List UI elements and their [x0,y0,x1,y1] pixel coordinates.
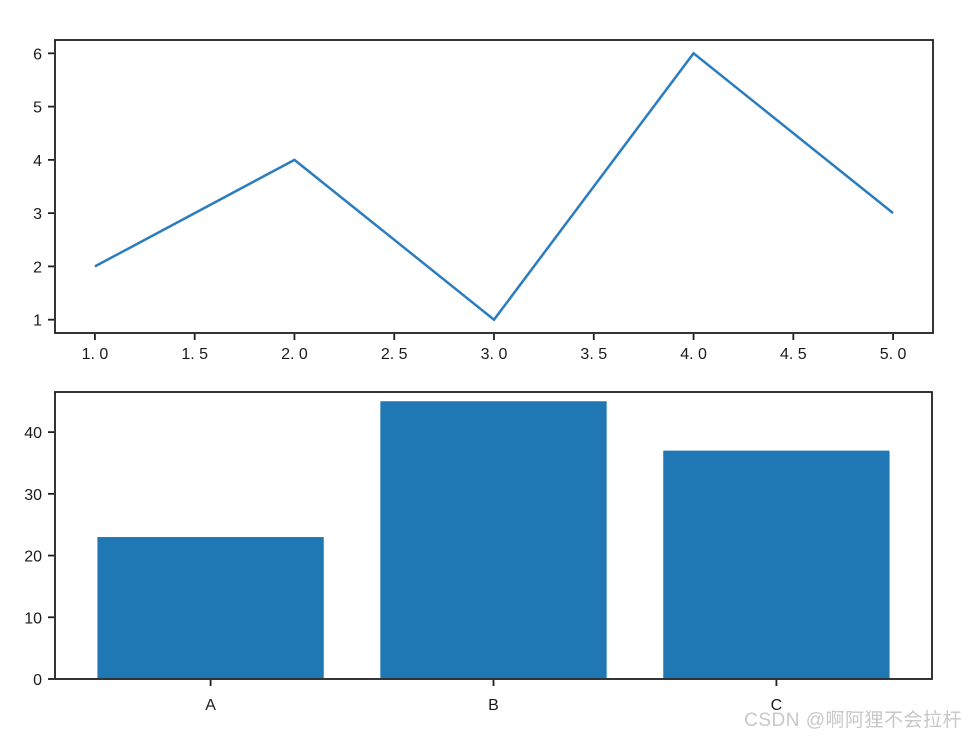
line-chart-y-tick-label: 2 [33,259,42,276]
line-chart-x-tick-label: 2. 5 [381,346,408,363]
bar-chart-x-tick-label: C [771,697,783,714]
bar-C [663,450,890,679]
bar-chart-y-tick-label: 0 [33,672,42,689]
bar-chart-y-tick-label: 30 [24,487,42,504]
bar-chart-axes-box [54,391,933,680]
bar-chart-x-tick-label: B [488,697,499,714]
line-chart-axes-box [54,39,934,334]
line-chart-x-tick-label: 4. 5 [780,346,807,363]
line-series [94,51,894,322]
bar-chart-y-tick-label: 40 [24,425,42,442]
line-chart-x-tick-label: 3. 0 [481,346,508,363]
line-chart-y-tick-label: 3 [33,206,42,223]
line-chart-x-tick-label: 3. 5 [580,346,607,363]
line-chart-x-tick-label: 4. 0 [680,346,707,363]
line-chart-x-tick-label: 1. 5 [181,346,208,363]
bar-A [97,537,324,679]
bar-chart-y-tick-label: 10 [24,610,42,627]
line-chart-y-tick-label: 1 [33,313,42,330]
bar-B [380,401,607,679]
bar-chart-y-tick-label: 20 [24,549,42,566]
line-chart-x-tick-label: 1. 0 [82,346,109,363]
line-chart-y-tick-label: 6 [33,46,42,63]
line-chart-x-tick-label: 5. 0 [880,346,907,363]
watermark-text: CSDN @啊阿狸不会拉杆 [744,710,962,731]
line-chart-x-tick-label: 2. 0 [281,346,308,363]
line-chart-y-tick-label: 5 [33,100,42,117]
bar-chart-x-tick-label: A [205,697,216,714]
line-chart-y-tick-label: 4 [33,153,42,170]
